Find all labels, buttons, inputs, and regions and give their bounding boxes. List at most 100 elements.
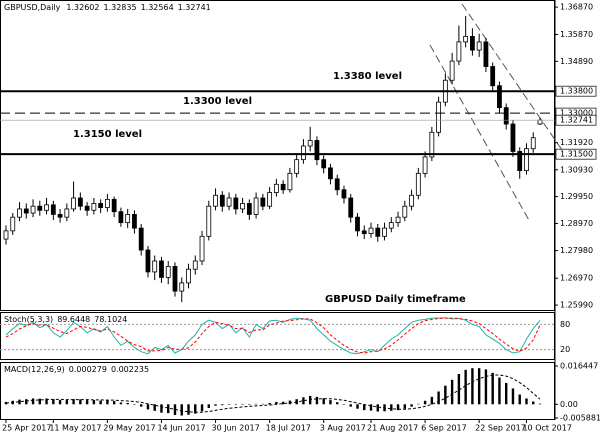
histogram-bar xyxy=(227,404,231,405)
candle-body xyxy=(422,156,428,174)
y-tick-label: -0.005881 xyxy=(560,414,600,423)
channel-line xyxy=(429,44,531,223)
histogram-bar xyxy=(167,404,170,414)
histogram-bar xyxy=(498,377,501,405)
candle-body xyxy=(388,222,394,229)
y-tick-label: 1.30930 xyxy=(560,165,593,174)
candle-body xyxy=(273,183,279,193)
histogram-bar xyxy=(207,404,210,409)
candle-body xyxy=(449,60,455,81)
y-tick-label: 1.25990 xyxy=(560,301,593,310)
candle-body xyxy=(334,178,340,191)
indicator-panel xyxy=(0,312,555,360)
candle-body xyxy=(179,282,185,292)
y-tick-label: 1.34890 xyxy=(560,57,593,66)
y-tick-label: 1.28970 xyxy=(560,219,593,228)
histogram-bar xyxy=(45,398,48,405)
y-tick-label: 1.27980 xyxy=(560,246,593,255)
candle-body xyxy=(415,172,421,196)
histogram-bar xyxy=(532,401,535,405)
indicator-line xyxy=(5,317,541,355)
histogram-bar xyxy=(112,401,116,405)
histogram-bar xyxy=(194,404,197,414)
histogram-bar xyxy=(423,400,427,405)
candle-body xyxy=(503,107,509,125)
candle-body xyxy=(294,159,300,174)
histogram-bar xyxy=(275,401,278,405)
histogram-bar xyxy=(146,404,150,410)
candle-body xyxy=(84,205,90,211)
candle-body xyxy=(463,36,469,43)
candle-body xyxy=(253,197,259,215)
histogram-bar xyxy=(18,399,21,405)
histogram-bar xyxy=(356,404,359,409)
candle-body xyxy=(497,85,502,109)
histogram-bar xyxy=(410,404,413,407)
candle-body xyxy=(348,197,354,218)
candle-body xyxy=(30,205,36,214)
y-tick-label: 1.31920 xyxy=(560,138,593,147)
indicator-header: Stoch(5,3,3) 89.6448 78.1024 xyxy=(4,315,127,324)
y-tick-label: 1.36870 xyxy=(560,3,593,12)
level-axis-box xyxy=(555,148,597,160)
level-label: 1.3300 level xyxy=(183,96,252,107)
histogram-bar xyxy=(99,400,102,405)
histogram-bar xyxy=(126,402,129,405)
candle-body xyxy=(50,204,56,215)
histogram-bar xyxy=(363,404,366,411)
histogram-bar xyxy=(119,402,123,405)
histogram-bar xyxy=(518,394,521,405)
candle-body xyxy=(260,197,266,207)
candle-body xyxy=(375,227,381,237)
candle-body xyxy=(402,205,408,218)
y-tick-label: 80 xyxy=(560,320,570,329)
histogram-bar xyxy=(505,382,508,405)
histogram-bar xyxy=(342,404,346,405)
symbol: GBPUSD,Daily xyxy=(4,3,61,12)
histogram-bar xyxy=(248,404,251,405)
histogram-bar xyxy=(92,400,96,405)
histogram-bar xyxy=(450,379,454,405)
x-tick-label: 3 Aug 2017 xyxy=(320,424,366,433)
candle-body xyxy=(186,268,191,284)
histogram-bar xyxy=(437,391,440,405)
histogram-bar xyxy=(403,404,407,409)
histogram-bar xyxy=(221,404,224,406)
candle-body xyxy=(152,260,158,273)
histogram-bar xyxy=(139,404,143,407)
candle-body xyxy=(476,41,482,51)
histogram-bar xyxy=(106,400,109,405)
histogram-bar xyxy=(180,404,183,416)
x-tick-label: 21 Aug 2017 xyxy=(367,424,418,433)
indicator-value: 78.1024 xyxy=(94,315,127,324)
symbol-header: GBPUSD,Daily 1.32602 1.32835 1.32564 1.32741 xyxy=(4,3,211,12)
histogram-bar xyxy=(302,397,305,405)
candle-body xyxy=(17,208,22,218)
candle-body xyxy=(395,216,401,224)
y-tick-label: 0.016447 xyxy=(560,362,598,371)
y-tick-label: 1.29950 xyxy=(560,192,593,201)
histogram-bar xyxy=(511,388,515,405)
candle-body xyxy=(145,249,151,273)
indicator-header: MACD(12,26,9) 0.000279 0.002235 xyxy=(4,365,149,374)
candle-body xyxy=(314,140,320,161)
candle-body xyxy=(436,101,442,133)
level-axis-box xyxy=(555,85,597,97)
x-tick-label: 18 Jul 2017 xyxy=(266,424,311,433)
histogram-bar xyxy=(200,404,204,412)
candle-body xyxy=(199,235,205,262)
histogram-bar xyxy=(396,404,400,411)
candle-body xyxy=(44,204,49,211)
histogram-bar xyxy=(329,400,332,405)
histogram-bar xyxy=(525,398,528,405)
candle-body xyxy=(490,66,496,87)
histogram-bar xyxy=(538,403,542,405)
candle-body xyxy=(104,198,110,208)
histogram-bar xyxy=(254,403,258,405)
histogram-bar xyxy=(85,400,89,405)
histogram-bar xyxy=(160,404,163,413)
candle-body xyxy=(57,214,63,218)
candle-body xyxy=(328,167,333,180)
histogram-bar xyxy=(464,369,467,405)
candle-body xyxy=(172,266,178,292)
